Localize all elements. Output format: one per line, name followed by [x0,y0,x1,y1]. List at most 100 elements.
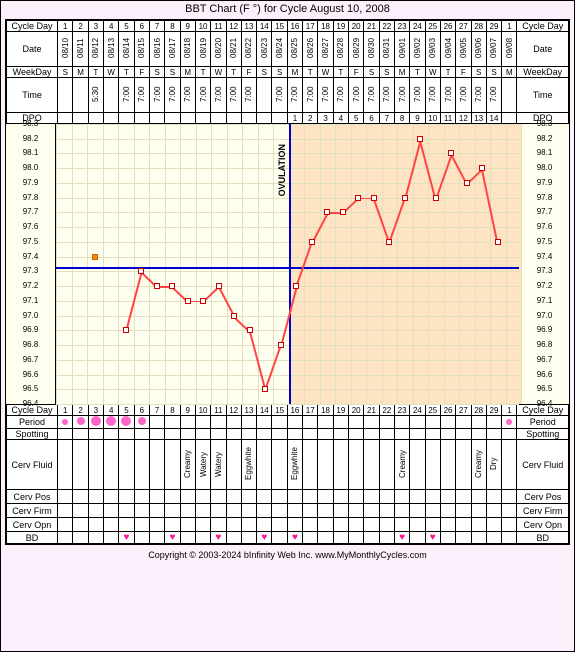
cell: 6 [364,113,379,124]
row-label: Date [517,32,569,67]
temp-point [92,254,98,260]
cell [379,490,394,504]
cell: T [333,67,348,78]
cell: 08/24 [272,32,287,67]
temp-point [324,209,330,215]
cell [486,518,501,532]
row-label: WeekDay [7,67,58,78]
cell [364,504,379,518]
cell [134,113,149,124]
cell [73,504,88,518]
cell: 7:00 [241,78,256,113]
cell: 16 [287,21,302,32]
period-dot [106,416,116,426]
temperature-plot: 96.496.596.696.796.896.997.097.197.297.3… [6,124,569,404]
temp-point [169,283,175,289]
cell [104,78,119,113]
temp-point [154,283,160,289]
cell: 3 [88,405,103,416]
cell [58,532,73,544]
cell: 7:00 [180,78,195,113]
cell: 1 [58,405,73,416]
cell: 11 [211,405,226,416]
cell [195,429,210,440]
cell [134,518,149,532]
cell: T [440,67,455,78]
cell [425,504,440,518]
cell [364,490,379,504]
row-label: Cerv Opn [517,518,569,532]
cell [88,113,103,124]
cell: S [486,67,501,78]
cell: 12 [456,113,471,124]
cell [165,504,180,518]
cell [180,429,195,440]
cell: 7:00 [303,78,318,113]
cell [257,518,272,532]
cell: 09/08 [502,32,517,67]
cell: M [394,67,409,78]
cell [456,416,471,429]
cell: S [379,67,394,78]
temp-point [185,298,191,304]
cell [104,440,119,490]
cell [58,518,73,532]
y-axis-left: 96.496.596.696.796.896.997.097.197.297.3… [6,124,56,404]
cell [364,429,379,440]
cell [211,490,226,504]
period-dot [77,417,85,425]
cell [58,113,73,124]
cell: S [149,67,164,78]
heart-icon: ♥ [399,532,405,543]
cell [104,518,119,532]
cell: 08/17 [165,32,180,67]
cell: 09/02 [410,32,425,67]
cell [318,429,333,440]
cell [333,416,348,429]
cell: S [471,67,486,78]
cell [349,490,364,504]
cell: 1 [502,21,517,32]
cell: 5 [119,21,134,32]
cell [272,490,287,504]
cell: Watery [211,440,226,490]
cell [303,532,318,544]
cell [241,429,256,440]
cell [88,532,103,544]
cell: ♥ [211,532,226,544]
cell [287,504,302,518]
cell: T [88,67,103,78]
cell [486,490,501,504]
cell: F [134,67,149,78]
cell [180,518,195,532]
heart-icon: ♥ [124,532,130,543]
cell [440,518,455,532]
cell: 26 [440,405,455,416]
cell: 15 [272,21,287,32]
row-label: Spotting [517,429,569,440]
cell: 5 [349,113,364,124]
cell [104,532,119,544]
cell [226,416,241,429]
cell [471,518,486,532]
cell [287,429,302,440]
cell [149,490,164,504]
cell: Creamy [471,440,486,490]
cell: 8 [165,405,180,416]
cell: T [119,67,134,78]
cell [410,429,425,440]
cell [165,518,180,532]
cell [165,440,180,490]
cell: 24 [410,405,425,416]
top-rows: Cycle Day1234567891011121314151617181920… [6,20,569,124]
cell: 10 [425,113,440,124]
cell [73,490,88,504]
cell: 19 [333,21,348,32]
cell: S [165,67,180,78]
cell [486,429,501,440]
cell: 5:30 [88,78,103,113]
cell [364,440,379,490]
copyright-text: Copyright © 2003-2024 bInfinity Web Inc.… [1,547,574,563]
cell: 14 [257,405,272,416]
cell [456,504,471,518]
